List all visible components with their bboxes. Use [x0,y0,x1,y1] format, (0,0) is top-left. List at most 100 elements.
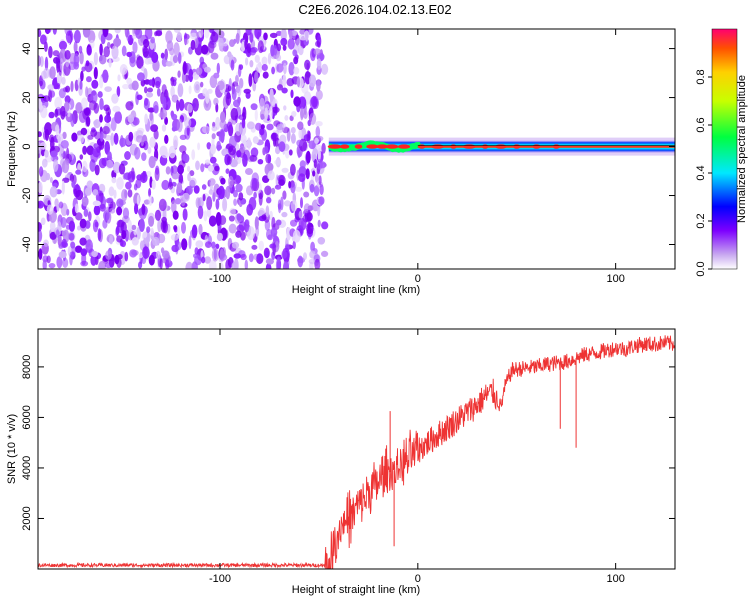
noise-blob [235,183,243,193]
noise-blob [271,216,276,231]
noise-blob [209,75,218,89]
noise-blob [50,150,58,158]
noise-blob [92,189,99,196]
noise-blob [298,45,304,56]
noise-blob [244,39,248,50]
noise-blob [90,90,98,104]
noise-blob [281,211,288,218]
noise-blob [228,223,237,234]
noise-blob [116,177,124,190]
noise-blob [266,123,274,131]
noise-blob [81,97,88,109]
noise-blob [38,141,42,154]
noise-blob [205,91,210,104]
noise-blob [38,29,42,37]
noise-blob [44,56,49,71]
noise-blob [231,241,240,249]
noise-blob [44,128,50,141]
noise-blob [170,234,179,241]
noise-blob [155,250,161,260]
noise-blob [223,54,231,65]
noise-blob [70,113,75,128]
noise-blob [262,71,269,79]
noise-blob [240,145,246,154]
noise-blob [275,258,281,269]
noise-blob [148,79,154,86]
noise-blob [211,133,216,140]
noise-blob [70,241,76,249]
noise-blob [164,134,169,144]
noise-blob [236,213,242,221]
noise-blob [151,179,156,190]
noise-blob [254,216,259,230]
spectrogram-y-label: Frequency (Hz) [6,111,18,187]
noise-blob [195,67,203,76]
noise-blob [281,167,289,173]
noise-blob [292,240,296,250]
noise-blob [53,57,59,64]
noise-blob [187,165,191,172]
noise-blob [310,95,318,108]
noise-blob [164,48,168,61]
noise-blob [40,34,47,45]
noise-blob [102,219,108,229]
noise-blob [144,29,153,40]
noise-blob [99,140,105,150]
noise-blob [42,95,51,102]
noise-blob [177,70,181,78]
noise-blob [58,40,68,51]
noise-blob [62,257,69,268]
snr-line [38,335,675,569]
noise-blob [134,147,141,160]
noise-blob [235,230,242,238]
noise-blob [201,44,209,55]
noise-blob [154,209,162,221]
noise-blob [42,259,47,269]
snr-x-ticks: -100 0 100 [209,329,625,585]
noise-blob [216,140,221,152]
noise-blob [300,197,303,209]
noise-blob [64,50,71,60]
noise-blob [240,231,246,241]
noise-blob [179,134,187,140]
noise-blob [172,55,179,64]
noise-blob [138,218,145,232]
noise-blob [115,225,120,236]
noise-blob [129,56,137,68]
noise-blob [182,192,190,202]
noise-blob [81,196,89,207]
noise-blob [80,134,85,144]
noise-blob [313,48,321,56]
noise-blob [317,237,326,245]
noise-blob [105,206,110,213]
noise-blob [214,165,220,172]
noise-blob [205,241,212,249]
noise-blob [70,80,74,93]
noise-blob [292,229,301,243]
noise-blob [201,184,207,190]
noise-blob [229,135,237,149]
noise-blob [165,61,173,67]
noise-blob [47,84,55,91]
noise-blob [69,251,73,266]
noise-blob [267,170,275,181]
noise-blob [264,185,272,196]
noise-blob [88,211,92,222]
noise-blob [229,207,236,216]
noise-blob [268,106,274,120]
noise-blob [161,151,169,159]
noise-blob [38,248,43,260]
noise-blob [122,83,130,90]
noise-blob [160,52,165,59]
noise-blob [114,254,120,265]
noise-blob [275,219,282,226]
noise-blob [248,196,257,211]
tone-peak [354,144,363,149]
noise-blob [204,29,210,39]
noise-blob [118,163,126,175]
noise-blob [83,208,89,217]
noise-blob [108,58,112,68]
noise-blob [80,127,88,136]
noise-blob [290,133,296,144]
